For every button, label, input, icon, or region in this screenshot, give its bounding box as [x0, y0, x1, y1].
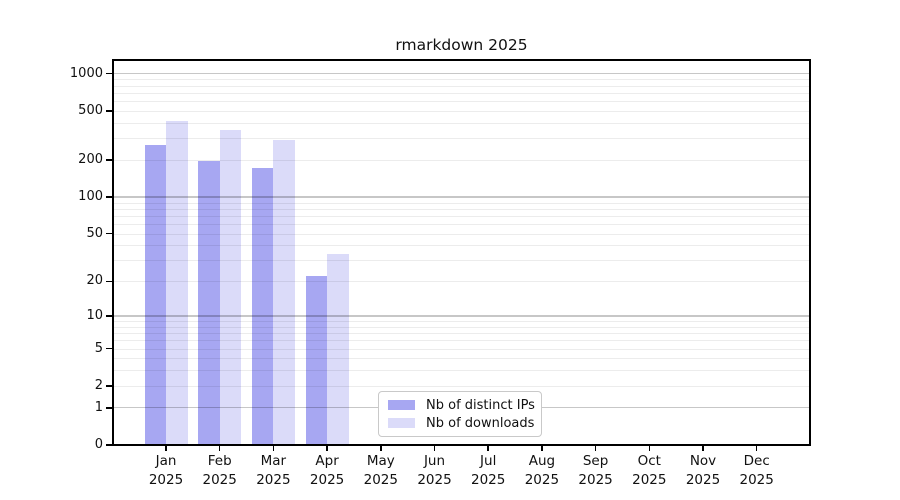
gridline-minor: [113, 260, 810, 262]
x-axis-tick-label: Oct 2025: [632, 453, 667, 488]
gridline-minor: [113, 385, 810, 387]
x-axis-tick: [326, 445, 328, 451]
y-axis-tick-label: 200: [78, 151, 103, 167]
legend-item-downloads: Nb of downloads: [388, 415, 535, 431]
x-axis-tick-label: Dec 2025: [739, 453, 774, 488]
bar-downloads-mar: [273, 140, 295, 445]
gridline-minor: [113, 138, 810, 140]
bar-distinct-ips-feb: [198, 160, 220, 445]
y-axis-tick: [106, 110, 113, 112]
gridline-minor: [113, 101, 810, 103]
y-axis-tick: [106, 159, 113, 161]
x-axis-tick: [380, 445, 382, 451]
gridline-minor: [113, 92, 810, 94]
chart-title: rmarkdown 2025: [395, 36, 528, 54]
legend: Nb of distinct IPs Nb of downloads: [378, 391, 542, 437]
legend-item-distinct-ips: Nb of distinct IPs: [388, 397, 535, 413]
plot-area: 0 1 2 5 10 20 50 100 200 500 1000 Jan 2025 Feb 2025 M…: [70, 60, 810, 488]
gridline-minor: [113, 208, 810, 210]
y-axis-tick-label: 20: [86, 273, 103, 289]
x-axis-tick-label: Aug 2025: [524, 453, 560, 488]
x-axis-tick: [755, 445, 758, 451]
x-axis-tick-label: May 2025: [363, 453, 398, 488]
x-axis-tick-label: Apr 2025: [309, 453, 345, 488]
bar-downloads-apr: [327, 253, 349, 445]
gridline-minor: [113, 281, 810, 283]
gridline-minor: [113, 215, 810, 217]
y-axis-tick: [106, 406, 113, 409]
gridline-minor: [113, 159, 810, 161]
gridline-major: [113, 196, 810, 198]
gridline-minor: [113, 224, 810, 226]
gridline-minor: [113, 358, 810, 360]
y-axis-tick-label: 100: [78, 188, 103, 204]
gridline-minor: [113, 348, 810, 350]
gridline-minor: [113, 370, 810, 372]
y-axis-tick-label: 2: [94, 377, 103, 393]
gridline-minor: [113, 245, 810, 247]
bar-downloads-feb: [219, 129, 242, 445]
y-axis-tick-label: 1: [94, 399, 103, 415]
x-axis-tick: [433, 445, 436, 451]
x-axis-tick: [218, 445, 221, 451]
bar-downloads-jan: [166, 120, 188, 445]
gridline-minor: [113, 110, 810, 112]
y-axis-tick: [106, 315, 113, 317]
gridline-major: [113, 315, 810, 317]
y-axis-tick: [106, 444, 113, 446]
gridline-minor: [113, 321, 810, 323]
x-axis-tick: [541, 445, 543, 451]
bar-distinct-ips-mar: [251, 168, 274, 445]
y-axis-tick: [106, 347, 113, 350]
gridline-minor: [113, 122, 810, 124]
gridline-minor: [113, 202, 810, 204]
x-axis-tick: [594, 445, 597, 451]
gridline-minor: [113, 85, 810, 87]
y-axis-tick-label: 1000: [69, 65, 103, 81]
x-axis-tick-label: Nov 2025: [685, 453, 721, 488]
x-axis-tick: [165, 445, 167, 451]
gridline-minor: [113, 233, 810, 235]
y-axis-tick: [106, 196, 113, 198]
legend-swatch-distinct-ips-icon: [388, 400, 415, 410]
x-axis-tick-label: Jun 2025: [417, 453, 452, 488]
y-axis-tick-label: 50: [86, 225, 103, 241]
gridline-major: [113, 72, 810, 75]
gridline-minor: [113, 326, 810, 328]
y-axis-tick-label: 0: [94, 437, 103, 452]
bar-distinct-ips-jan: [144, 144, 166, 445]
y-axis-tick-label: 5: [94, 340, 103, 356]
y-axis-tick: [106, 72, 113, 75]
x-axis-tick: [648, 445, 651, 451]
legend-label-distinct-ips: Nb of distinct IPs: [426, 397, 535, 413]
x-axis-tick: [487, 445, 489, 451]
x-axis-tick-label: Jan 2025: [148, 453, 184, 488]
x-axis-tick-label: Mar 2025: [256, 453, 291, 488]
legend-label-downloads: Nb of downloads: [426, 415, 535, 431]
x-axis-tick: [272, 445, 275, 451]
y-axis-tick-label: 10: [86, 308, 103, 324]
y-axis-tick: [106, 385, 113, 387]
y-axis-tick: [106, 232, 113, 235]
x-axis-tick-label: Jul 2025: [471, 453, 506, 488]
legend-swatch-downloads-icon: [388, 418, 415, 428]
y-axis-tick-label: 500: [78, 102, 103, 118]
x-axis-tick-label: Feb 2025: [202, 453, 237, 488]
x-axis-tick: [702, 445, 704, 451]
gridline-minor: [113, 79, 810, 81]
bar-distinct-ips-apr: [305, 276, 328, 445]
gridline-minor: [113, 333, 810, 335]
y-axis-tick: [106, 280, 113, 283]
x-axis-tick-label: Sep 2025: [578, 453, 613, 488]
gridline-minor: [113, 340, 810, 342]
